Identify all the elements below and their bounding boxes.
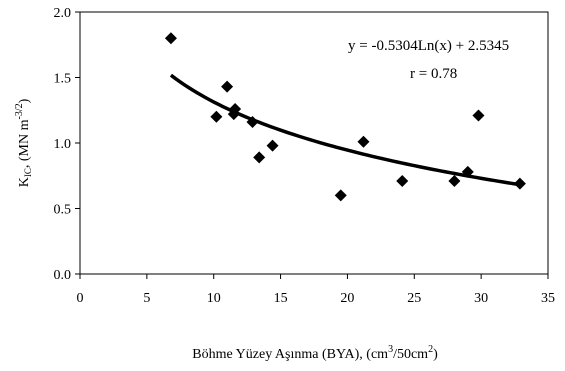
x-tick-label: 0 [77,291,84,306]
x-axis-ticks: 0 5 10 15 20 25 30 35 [77,274,555,306]
y-tick-label: 0.0 [54,268,72,283]
equation-label: y = -0.5304Ln(x) + 2.5345 [348,38,509,54]
y-tick-label: 1.5 [54,72,72,87]
x-tick-label: 15 [274,291,288,306]
data-point [246,116,259,129]
data-point [253,151,266,164]
y-tick-label: 2.0 [54,6,72,21]
data-point [461,165,474,178]
x-axis-title-end: ) [433,347,438,362]
x-axis-title: Böhme Yüzey Aşınma (BYA), (cm3/50cm2) [192,344,438,362]
data-point [210,110,223,123]
data-point [229,102,242,115]
trend-line [169,73,521,187]
y-axis-title-sup: -3/2 [14,103,25,119]
x-axis-title-main: Böhme Yüzey Aşınma (BYA), (cm [192,347,388,362]
plot-area [79,11,549,275]
y-axis-title-end: ) [17,98,32,103]
data-point [396,174,409,187]
y-axis-title-main: K [17,177,32,187]
y-tick-label: 1.0 [54,137,72,152]
data-point [164,32,177,45]
x-axis-title-sup2: 2 [428,344,433,355]
data-point [472,109,485,122]
x-tick-label: 25 [407,291,421,306]
data-point [513,177,526,190]
x-axis-title-mid: /50cm [393,347,428,362]
data-point [221,80,234,93]
x-tick-label: 20 [340,291,354,306]
y-axis-ticks: 0.0 0.5 1.0 1.5 2.0 [54,6,80,283]
x-tick-label: 30 [474,291,488,306]
x-tick-label: 5 [143,291,150,306]
data-point [448,174,461,187]
y-tick-label: 0.5 [54,203,72,218]
x-tick-label: 35 [541,291,555,306]
data-point [357,135,370,148]
y-axis-title: KIC, (MN m-3/2) [14,98,33,187]
y-axis-title-sub: IC [23,168,33,177]
x-tick-label: 10 [207,291,221,306]
data-points [164,32,526,202]
y-axis-title-rest: , (MN m [17,119,32,168]
x-axis-title-sup1: 3 [388,344,393,355]
data-point [334,189,347,202]
r-value-label: r = 0.78 [410,66,457,82]
data-point [266,139,279,152]
